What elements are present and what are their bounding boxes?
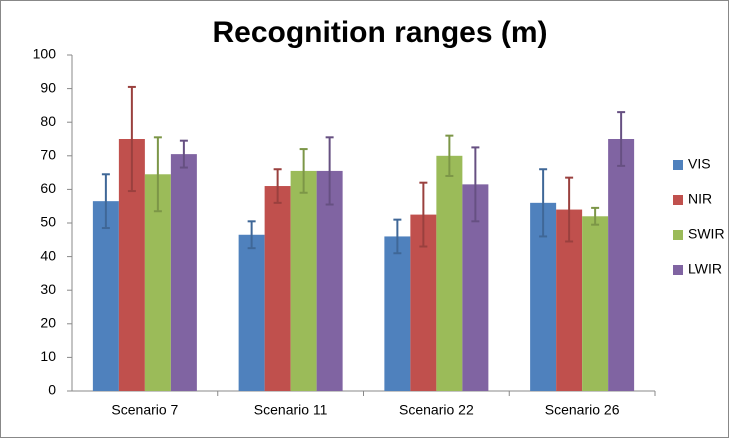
error-bar [471,146,480,223]
error-bar [127,85,136,193]
y-tick-label: 80 [40,113,56,129]
x-tick-label: Scenario 11 [254,402,328,418]
error-bar [419,181,428,248]
bar [384,236,411,391]
x-tick-label: Scenario 22 [399,402,474,418]
bar [608,139,635,391]
error-bar [591,206,600,226]
y-tick-label: 30 [40,281,56,297]
bar [582,216,609,391]
legend-swatch [673,160,683,170]
y-tick-label: 50 [40,214,56,230]
chart-title: Recognition ranges (m) [212,16,547,49]
bar [238,234,265,391]
legend-swatch [673,230,683,240]
error-bar [101,173,110,230]
error-bar [273,168,282,204]
x-tick-label: Scenario 7 [111,402,178,418]
error-bar [539,168,548,238]
error-bar [393,218,402,255]
error-bar [247,220,256,250]
error-bar [153,136,162,213]
y-tick-label: 100 [33,46,57,62]
legend-label: SWIR [688,226,725,242]
y-tick-label: 10 [40,348,56,364]
bar [264,186,291,391]
x-tick-label: Scenario 26 [545,402,620,418]
error-bar [617,111,626,167]
error-bar [445,134,454,177]
bar [170,154,197,391]
legend-label: LWIR [688,261,722,277]
y-tick-label: 60 [40,180,56,196]
y-tick-label: 40 [40,247,56,263]
legend-swatch [673,195,683,205]
bar [436,155,463,391]
bar [316,170,343,391]
error-bar [325,136,334,206]
y-tick-label: 70 [40,147,56,163]
legend-label: NIR [688,191,712,207]
bar [290,170,317,391]
y-tick-label: 20 [40,315,56,331]
error-bar [565,176,574,243]
y-tick-label: 90 [40,79,56,95]
y-tick-label: 0 [48,382,56,398]
bar [92,201,119,391]
legend-label: VIS [688,156,711,172]
error-bar [179,139,188,169]
error-bar [299,148,308,194]
legend-swatch [673,265,683,275]
